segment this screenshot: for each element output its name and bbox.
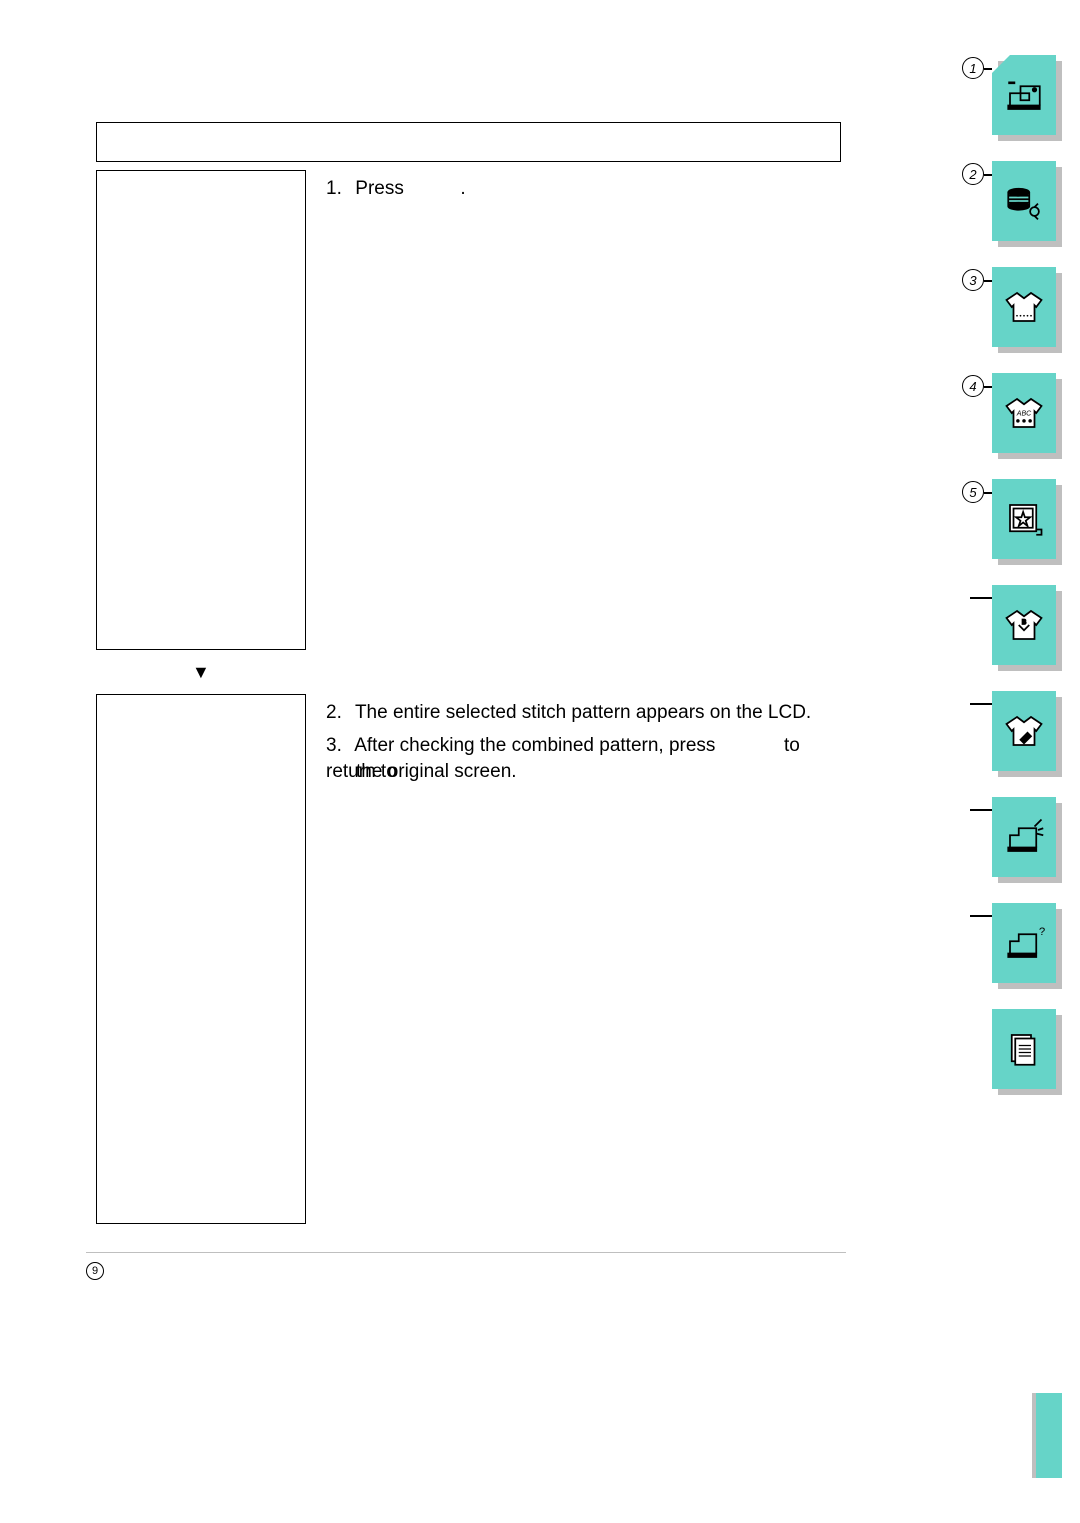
tab-appendix-machine-question[interactable]: ? [992, 903, 1062, 989]
svg-text:B: B [1022, 619, 1026, 626]
step-text-a: After checking the combined pattern, pre… [354, 735, 715, 756]
tab-appendix-pages[interactable] [992, 1009, 1062, 1095]
lcd-screenshot-before [96, 170, 306, 650]
edge-strip [1032, 1393, 1062, 1478]
chapter-tabs-sidebar: 1 2 3 [992, 55, 1062, 1095]
shirt-dotted-icon [1000, 283, 1048, 331]
tab-appendix-edit[interactable] [992, 691, 1062, 777]
tab-appendix-machine-spark[interactable] [992, 797, 1062, 883]
svg-text:ABC: ABC [1016, 411, 1032, 418]
tab-appendix-design[interactable]: B [992, 585, 1062, 671]
shirt-abc-icon: ABC [1000, 389, 1048, 437]
svg-text:?: ? [1039, 926, 1045, 938]
tab-chapter-1[interactable]: 1 [992, 55, 1062, 141]
step-text: The entire selected stitch pattern appea… [355, 702, 811, 723]
tab-chapter-2[interactable]: 2 [992, 161, 1062, 247]
machine-spark-icon [1000, 813, 1048, 861]
shirt-edit-icon [1000, 707, 1048, 755]
page: ▼ 1. Press . 2. The entire selected stit… [0, 0, 1080, 1523]
frame-star-icon [1000, 495, 1048, 543]
instruction-step-1: 1. Press . [326, 176, 826, 202]
sewing-machine-icon [1000, 71, 1048, 119]
shirt-design-icon: B [1000, 601, 1048, 649]
tab-number: 5 [962, 481, 984, 503]
tab-number: 2 [962, 163, 984, 185]
footer-page-mark: 9 [86, 1262, 104, 1280]
tab-number: 4 [962, 375, 984, 397]
tab-chapter-3[interactable]: 3 [992, 267, 1062, 353]
step-text-after: . [460, 178, 465, 199]
step-number: 1. [326, 176, 350, 202]
instruction-step-2: 2. The entire selected stitch pattern ap… [326, 700, 836, 726]
step-number: 2. [326, 700, 350, 726]
thread-spool-icon [1000, 177, 1048, 225]
machine-question-icon: ? [1000, 919, 1048, 967]
tab-chapter-4[interactable]: 4 ABC [992, 373, 1062, 459]
tab-number: 1 [962, 57, 984, 79]
tab-number: 3 [962, 269, 984, 291]
down-arrow-icon: ▼ [192, 662, 210, 683]
pages-icon [1000, 1025, 1048, 1073]
footer-rule [86, 1252, 846, 1253]
step-number: 3. [326, 733, 350, 759]
step-text-c: the original screen. [356, 761, 517, 782]
section-title-frame [96, 122, 841, 162]
step-text: Press [355, 178, 404, 199]
tab-chapter-5[interactable]: 5 [992, 479, 1062, 565]
instruction-step-3-cont: the original screen. [356, 759, 836, 785]
lcd-screenshot-after [96, 694, 306, 1224]
